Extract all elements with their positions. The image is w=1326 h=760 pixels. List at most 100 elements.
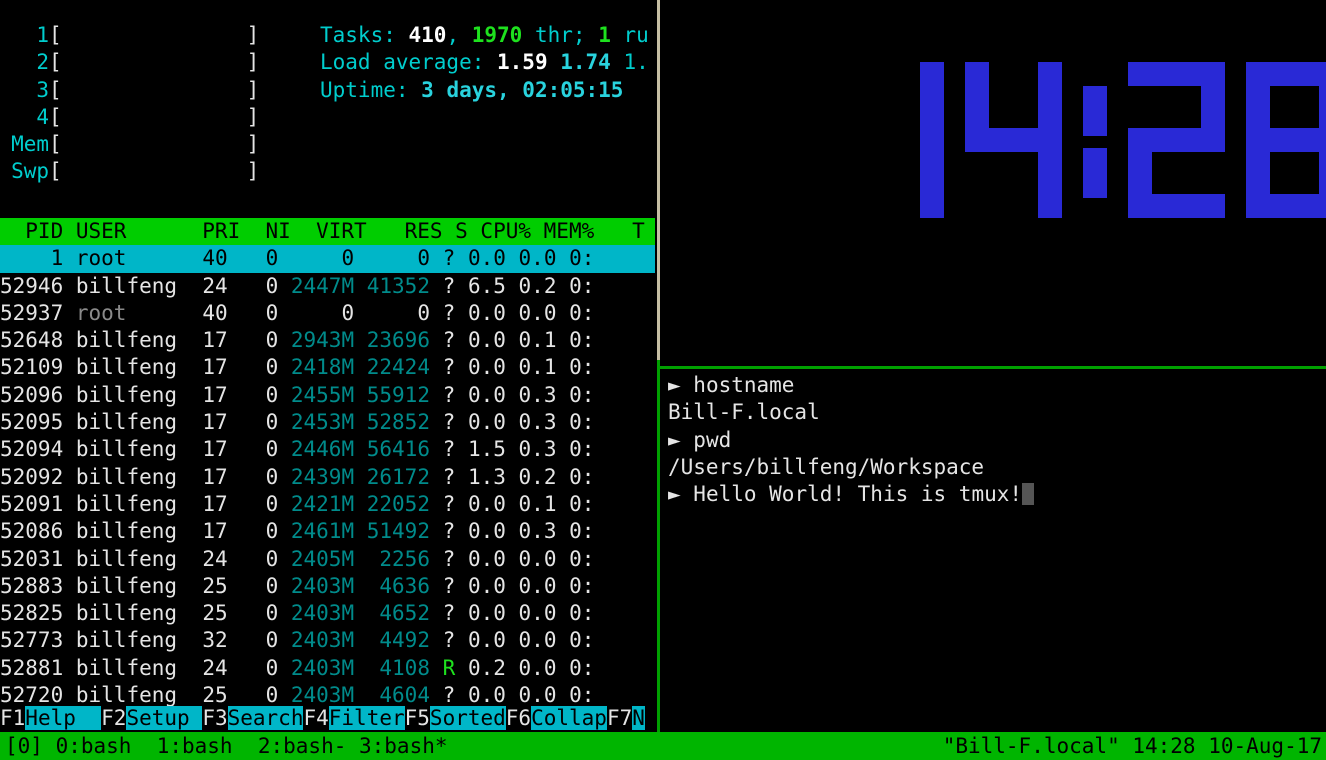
- cell-pid: 52946: [0, 273, 64, 298]
- space: [556, 519, 569, 543]
- table-row[interactable]: 52881 billfeng 24 0 2403M 4108 R 0.2 0.0…: [0, 655, 655, 682]
- fkey-f1-label[interactable]: Help: [25, 706, 102, 730]
- cell-user: billfeng: [75, 382, 178, 407]
- pane-divider-vertical-bottom[interactable]: [657, 360, 660, 732]
- fkey-f6-key[interactable]: F6: [505, 706, 532, 730]
- table-row[interactable]: 52720 billfeng 25 0 2403M 4604 ? 0.0 0.0…: [0, 682, 655, 709]
- space: [278, 465, 291, 489]
- fkey-f3-label[interactable]: Search: [227, 706, 304, 730]
- cell-cpu: 0.0: [467, 683, 506, 708]
- fkey-f4-label[interactable]: Filter: [328, 706, 405, 730]
- tmux-session-clock: "Bill-F.local" 14:28 10-Aug-17: [942, 734, 1322, 758]
- fkey-f2-label[interactable]: Setup: [126, 706, 203, 730]
- table-row[interactable]: 52648 billfeng 17 0 2943M 23696 ? 0.0 0.…: [0, 327, 655, 354]
- table-row[interactable]: 52031 billfeng 24 0 2405M 2256 ? 0.0 0.0…: [0, 546, 655, 573]
- cell-pid: 52883: [0, 573, 64, 598]
- clock-digit-2: [1128, 62, 1225, 218]
- clock-digit-1: [965, 62, 1062, 218]
- cell-ni: 0: [265, 683, 279, 708]
- cell-pid: 52109: [0, 355, 64, 380]
- clock-segment-c: [920, 128, 944, 218]
- space: [556, 656, 569, 680]
- space: [177, 465, 202, 489]
- fkey-f5-label[interactable]: Sorted: [429, 706, 506, 730]
- space: [430, 437, 443, 461]
- table-row[interactable]: 1 root 40 0 0 0 ? 0.0 0.0 0:: [0, 245, 655, 273]
- space: [506, 246, 519, 270]
- space: [354, 355, 367, 379]
- space: [430, 355, 443, 379]
- space: [611, 50, 624, 74]
- cell-user: root: [75, 246, 178, 271]
- space: [63, 246, 76, 270]
- table-row[interactable]: 52091 billfeng 17 0 2421M 22052 ? 0.0 0.…: [0, 491, 655, 518]
- fkey-f7-label[interactable]: N: [632, 706, 645, 730]
- cpu-meter-label: 2: [36, 50, 49, 75]
- cell-time: 0:: [569, 437, 595, 462]
- shell-pane[interactable]: ► hostname Bill-F.local ► pwd/Users/billfe…: [661, 372, 1326, 732]
- table-row[interactable]: 52095 billfeng 17 0 2453M 52852 ? 0.0 0.…: [0, 409, 655, 436]
- shell-command-line[interactable]: ► Hello World! This is tmux!: [668, 481, 1326, 508]
- shell-command-line[interactable]: ► hostname: [668, 372, 1326, 399]
- tmux-window-list[interactable]: [0] 0:bash 1:bash 2:bash- 3:bash*: [5, 734, 448, 758]
- cell-state: ?: [442, 328, 456, 353]
- fkey-f3-key[interactable]: F3: [202, 706, 228, 730]
- process-table[interactable]: PID USER PRI NI VIRT RES S CPU% MEM% T 1…: [0, 218, 655, 709]
- space: [63, 656, 76, 680]
- space: [430, 519, 443, 543]
- space: [506, 574, 519, 598]
- table-row[interactable]: 52883 billfeng 25 0 2403M 4636 ? 0.0 0.0…: [0, 573, 655, 600]
- clock-colon-dot-top: [1083, 86, 1107, 136]
- table-row[interactable]: 52946 billfeng 24 0 2447M 41352 ? 6.5 0.…: [0, 273, 655, 300]
- table-row[interactable]: 52937 root 40 0 0 0 ? 0.0 0.0 0:: [0, 300, 655, 327]
- cell-pid: 52937: [0, 300, 64, 325]
- space: [354, 656, 367, 680]
- cpu-meter-1: 1[|||||||28.7%]: [0, 22, 655, 49]
- cell-pri: 25: [202, 601, 228, 626]
- shell-command-line[interactable]: ► pwd: [668, 427, 1326, 454]
- cell-pid: 52881: [0, 655, 64, 680]
- space: [228, 301, 266, 325]
- space: [177, 601, 202, 625]
- table-row[interactable]: 52109 billfeng 17 0 2418M 22424 ? 0.0 0.…: [0, 354, 655, 381]
- space: [430, 574, 443, 598]
- space: [556, 274, 569, 298]
- load-average-15min: 1.: [623, 50, 649, 75]
- cell-res: 4636: [366, 573, 430, 598]
- table-row[interactable]: 52825 billfeng 25 0 2403M 4652 ? 0.0 0.0…: [0, 600, 655, 627]
- table-row[interactable]: 52086 billfeng 17 0 2461M 51492 ? 0.0 0.…: [0, 518, 655, 545]
- function-key-bar[interactable]: F1Help F2Setup F3SearchF4FilterF5SortedF…: [0, 705, 655, 732]
- space: [556, 246, 569, 270]
- space: [455, 355, 468, 379]
- table-body[interactable]: 1 root 40 0 0 0 ? 0.0 0.0 0: 52946 billfe…: [0, 245, 655, 709]
- cell-mem: 0.0: [518, 300, 557, 325]
- fkey-f6-label[interactable]: Collap: [531, 706, 607, 730]
- htop-pane[interactable]: 1[|||||||28.7%]2[||7.9%]3[||||19.5%]4[||…: [0, 0, 655, 732]
- fkey-f5-key[interactable]: F5: [404, 706, 430, 730]
- space: [63, 547, 76, 571]
- space: [455, 437, 468, 461]
- table-row[interactable]: 52092 billfeng 17 0 2439M 26172 ? 1.3 0.…: [0, 464, 655, 491]
- space: [455, 383, 468, 407]
- cell-virt: 2453M: [290, 410, 355, 435]
- tmux-status-bar[interactable]: [0] 0:bash 1:bash 2:bash- 3:bash* "Bill-…: [0, 732, 1326, 760]
- fkey-f4-key[interactable]: F4: [303, 706, 329, 730]
- space: [63, 355, 76, 379]
- clock-segment-g: [965, 128, 1062, 152]
- cell-virt: 2455M: [290, 382, 355, 407]
- cell-cpu: 0.0: [467, 601, 506, 626]
- cpu-meter-3: 3[||||19.5%]: [0, 77, 655, 104]
- fkey-f2-key[interactable]: F2: [101, 706, 127, 730]
- pane-divider-vertical-top[interactable]: [657, 0, 660, 360]
- cell-virt: 2403M: [290, 683, 355, 708]
- meter-bracket-open: [: [49, 132, 62, 157]
- cell-mem: 0.1: [518, 491, 557, 516]
- fkey-f1-key[interactable]: F1: [0, 706, 26, 730]
- table-row[interactable]: 52773 billfeng 32 0 2403M 4492 ? 0.0 0.0…: [0, 627, 655, 654]
- pane-divider-horizontal[interactable]: [660, 366, 1326, 369]
- cell-ni: 0: [265, 246, 279, 271]
- table-row[interactable]: 52096 billfeng 17 0 2455M 55912 ? 0.0 0.…: [0, 382, 655, 409]
- clock-pane[interactable]: [661, 0, 1326, 366]
- fkey-f7-key[interactable]: F7: [606, 706, 633, 730]
- table-row[interactable]: 52094 billfeng 17 0 2446M 56416 ? 1.5 0.…: [0, 436, 655, 463]
